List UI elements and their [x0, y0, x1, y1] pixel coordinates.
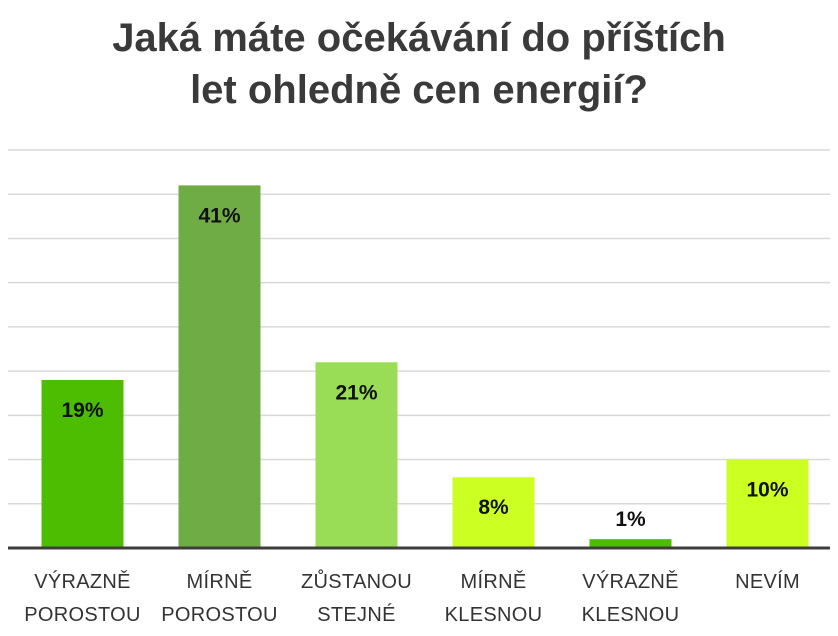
category-label: MÍRNĚ	[461, 570, 527, 593]
data-label: 41%	[198, 204, 240, 227]
category-label: POROSTOU	[161, 604, 278, 626]
bars	[41, 185, 809, 548]
category-label: ZŮSTANOU	[301, 569, 412, 593]
bar	[589, 539, 672, 548]
data-label: 8%	[478, 496, 509, 519]
gridlines	[8, 149, 830, 505]
chart-title: Jaká máte očekávání do příštích let ohle…	[0, 12, 838, 116]
data-label: 19%	[61, 399, 103, 422]
bar	[41, 379, 124, 548]
category-label: KLESNOU	[582, 604, 680, 626]
bar	[178, 185, 261, 548]
data-label: 10%	[746, 479, 788, 502]
category-label: MÍRNĚ	[187, 570, 253, 593]
data-label: 21%	[335, 381, 377, 404]
labels: 19% VÝRAZNĚ POROSTOU 41% MÍRNĚ POROSTOU 21% ZŮS…	[24, 204, 800, 626]
data-label: 1%	[615, 508, 646, 531]
chart-title-line-1: Jaká máte očekávání do příštích	[112, 16, 726, 60]
category-label: VÝRAZNĚ	[582, 570, 679, 593]
category-label: KLESNOU	[445, 604, 543, 626]
bar	[315, 362, 398, 548]
chart-title-line-2: let ohledně cen energií?	[190, 68, 648, 112]
category-label: POROSTOU	[24, 604, 141, 626]
category-label: VÝRAZNĚ	[34, 570, 131, 593]
bar	[452, 477, 535, 548]
category-label: STEJNÉ	[317, 603, 395, 626]
category-label: NEVÍM	[735, 570, 800, 593]
bar	[726, 459, 809, 548]
